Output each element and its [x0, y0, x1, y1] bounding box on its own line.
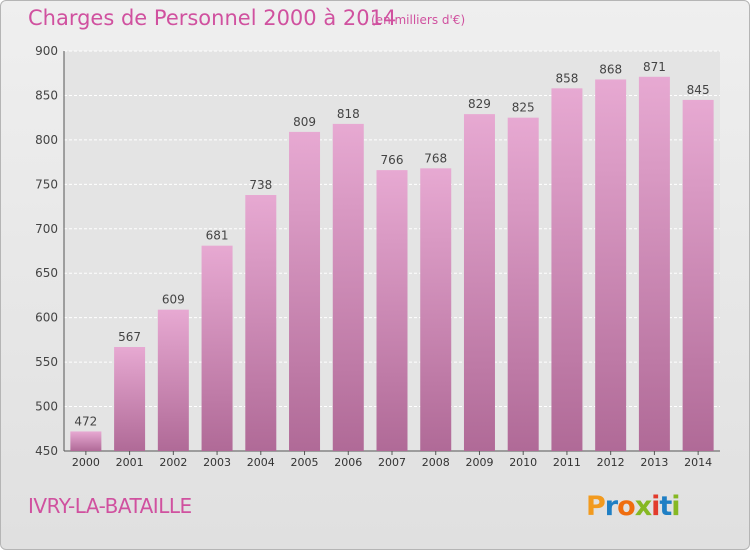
bar: [682, 99, 714, 451]
bar: [551, 88, 583, 451]
bar-value-label: 681: [206, 229, 229, 243]
x-tick-label: 2008: [422, 456, 450, 469]
bar-value-label: 567: [118, 330, 141, 344]
x-tick-label: 2009: [465, 456, 493, 469]
y-tick-label: 750: [35, 177, 58, 191]
y-tick-label: 850: [35, 88, 58, 102]
bar: [332, 123, 364, 451]
logo-letter: t: [659, 491, 672, 522]
bar: [420, 168, 452, 452]
logo-letter: P: [586, 491, 606, 522]
x-tick-label: 2001: [116, 456, 144, 469]
x-tick-label: 2011: [553, 456, 581, 469]
x-tick-label: 2000: [72, 456, 100, 469]
bar-value-label: 868: [599, 62, 622, 76]
bar-value-label: 818: [337, 107, 360, 121]
bar: [376, 170, 408, 451]
bar: [289, 131, 321, 451]
x-tick-label: 2003: [203, 456, 231, 469]
y-tick-label: 700: [35, 222, 58, 236]
x-tick-label: 2010: [509, 456, 537, 469]
y-tick-label: 600: [35, 311, 58, 325]
y-tick-label: 550: [35, 355, 58, 369]
x-tick-label: 2013: [640, 456, 668, 469]
logo-letter: o: [617, 491, 636, 522]
x-tick-label: 2004: [247, 456, 275, 469]
bar: [595, 79, 627, 451]
bar-value-label: 871: [643, 60, 666, 74]
bar: [507, 117, 539, 452]
bar-value-label: 809: [293, 115, 316, 129]
bar-value-label: 845: [687, 83, 710, 97]
y-tick-label: 650: [35, 266, 58, 280]
x-tick-label: 2005: [291, 456, 319, 469]
location-label: IVRY-LA-BATAILLE: [28, 494, 192, 518]
logo-letter: r: [604, 491, 618, 522]
logo-letter: i: [671, 491, 680, 522]
bar: [157, 309, 189, 451]
bar-value-label: 858: [555, 71, 578, 85]
bar: [463, 114, 495, 451]
y-tick-label: 500: [35, 400, 58, 414]
bar: [638, 76, 670, 452]
bar-value-label: 609: [162, 293, 185, 307]
chart-title: Charges de Personnel 2000 à 2014: [28, 6, 397, 30]
chart-subtitle: (en milliers d'€): [371, 13, 466, 27]
x-tick-label: 2002: [159, 456, 187, 469]
bar-value-label: 829: [468, 97, 491, 111]
bar-value-label: 472: [74, 414, 97, 428]
bar: [245, 195, 277, 451]
x-tick-label: 2012: [597, 456, 625, 469]
y-tick-label: 800: [35, 133, 58, 147]
logo-letter: x: [634, 491, 652, 522]
x-tick-label: 2006: [334, 456, 362, 469]
x-tick-label: 2007: [378, 456, 406, 469]
proxiti-logo: Proxiti: [586, 491, 681, 522]
bar: [114, 347, 146, 451]
bar-value-label: 825: [512, 101, 535, 115]
bar-value-label: 738: [249, 178, 272, 192]
bar-value-label: 768: [424, 151, 447, 165]
bar: [70, 431, 102, 451]
bar-value-label: 766: [381, 153, 404, 167]
y-tick-label: 450: [35, 444, 58, 458]
x-tick-label: 2014: [684, 456, 712, 469]
bar: [201, 245, 233, 451]
y-tick-label: 900: [35, 44, 58, 58]
logo-letter: i: [651, 491, 660, 522]
